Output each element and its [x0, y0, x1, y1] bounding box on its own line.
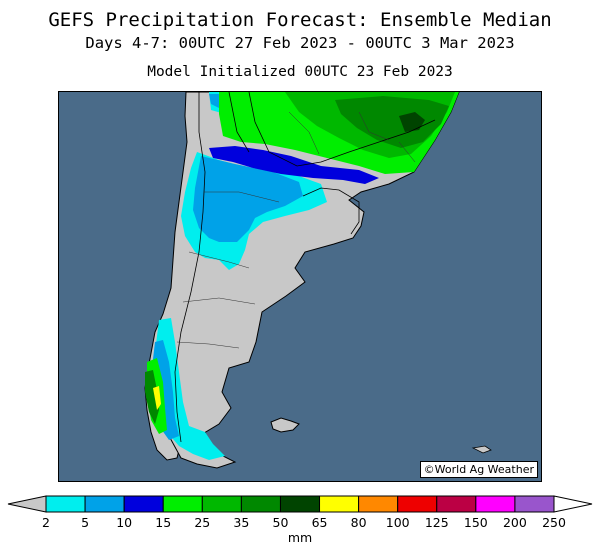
precipitation-colorbar — [7, 495, 593, 513]
country-borders — [174, 92, 436, 443]
colorbar-swatch — [123, 495, 164, 513]
colorbar-swatch — [358, 495, 399, 513]
colorbar-swatch — [240, 495, 281, 513]
precip-south-darkgreen — [145, 370, 159, 424]
precip-5-10mm — [193, 156, 303, 242]
credit-label: ©World Ag Weather — [419, 461, 538, 478]
colorbar-tick: 15 — [155, 515, 172, 530]
precip-south-yellow — [153, 386, 161, 410]
colorbar-tick: 10 — [116, 515, 133, 530]
land-small-island — [471, 445, 492, 454]
colorbar-tick: 125 — [424, 515, 449, 530]
map-canvas — [144, 92, 492, 469]
colorbar-low-arrow — [7, 495, 47, 513]
colorbar-tick: 150 — [463, 515, 488, 530]
colorbar-tick: 2 — [42, 515, 50, 530]
colorbar-swatch — [279, 495, 321, 513]
precip-50-65mm — [399, 112, 425, 132]
model-init-time: Model Initialized 00UTC 23 Feb 2023 — [147, 64, 453, 80]
precip-35-50mm — [335, 96, 449, 148]
colorbar-swatch — [436, 495, 477, 513]
colorbar-tick: 250 — [542, 515, 566, 530]
state-borders — [176, 111, 416, 349]
colorbar-tick: 35 — [233, 515, 250, 530]
colorbar-swatch — [319, 495, 360, 513]
colorbar-tick: 25 — [194, 515, 211, 530]
land-falkland-islands — [270, 417, 300, 433]
colorbar-swatch — [514, 495, 555, 513]
colorbar-tick: 50 — [272, 515, 289, 530]
colorbar-swatch — [162, 495, 203, 513]
colorbar-high-arrow — [553, 495, 593, 513]
colorbar-swatch — [45, 495, 86, 513]
map-title: GEFS Precipitation Forecast: Ensemble Me… — [48, 9, 552, 31]
colorbar-tick: 65 — [311, 515, 328, 530]
colorbar-tick: 80 — [350, 515, 367, 530]
colorbar-tick: 200 — [502, 515, 527, 530]
colorbar-swatch — [201, 495, 242, 513]
colorbar-swatch — [397, 495, 438, 513]
colorbar-unit: mm — [287, 530, 313, 545]
colorbar-tick: 5 — [81, 515, 90, 530]
colorbar-swatch — [475, 495, 516, 513]
forecast-period: Days 4-7: 00UTC 27 Feb 2023 - 00UTC 3 Ma… — [85, 34, 515, 52]
precipitation-map: ©World Ag Weather — [58, 91, 542, 482]
colorbar-tick: 100 — [385, 515, 410, 530]
colorbar-swatch — [84, 495, 125, 513]
precip-10-15mm — [209, 146, 379, 184]
